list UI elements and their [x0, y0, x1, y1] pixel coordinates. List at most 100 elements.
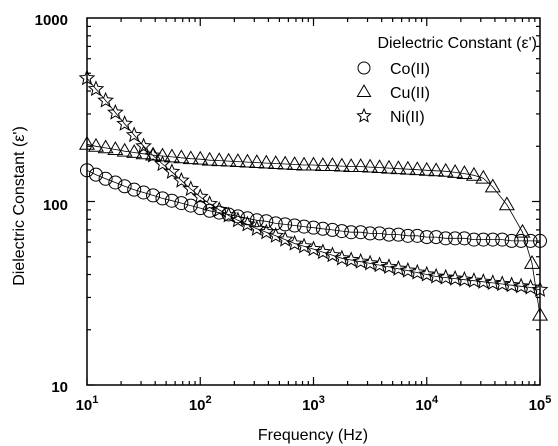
point-ni: [116, 115, 133, 131]
point-ni: [210, 201, 228, 217]
point-co: [523, 233, 538, 248]
point-cu: [475, 169, 492, 184]
point-ni: [437, 268, 455, 285]
point-co: [146, 188, 161, 203]
point-cu: [239, 153, 256, 168]
point-co: [448, 231, 463, 246]
point-co: [315, 221, 330, 236]
y-axis-title: Dielectric Constant (ε'): [11, 126, 28, 286]
point-ni: [97, 91, 114, 108]
series-co: [80, 163, 547, 248]
point-co: [410, 228, 425, 243]
point-co: [344, 225, 359, 240]
point-cu: [126, 144, 143, 158]
point-cu: [362, 158, 379, 173]
plot-area: [78, 17, 549, 386]
point-co: [485, 232, 500, 247]
x-axis-title: Frequency (Hz): [258, 427, 368, 444]
point-co: [117, 179, 132, 194]
point-cu: [465, 166, 482, 181]
point-ni: [342, 251, 360, 268]
x-tick-labels: 101 102 103 104 105: [76, 394, 552, 414]
point-ni: [182, 180, 200, 197]
point-ni: [201, 195, 218, 212]
legend-marker-co: [357, 61, 371, 75]
series-ni: [78, 69, 549, 297]
point-cu: [523, 254, 541, 269]
point-co: [400, 228, 415, 243]
fit-line-ni: [86, 77, 541, 291]
point-ni: [390, 259, 407, 276]
point-ni: [380, 258, 398, 275]
legend-label-ni: Ni(II): [390, 109, 425, 126]
point-ni: [173, 171, 190, 188]
point-ni: [248, 220, 266, 236]
point-co: [325, 222, 340, 237]
x-tick-label: 105: [529, 394, 552, 414]
point-ni: [191, 188, 209, 204]
point-ni: [427, 267, 445, 284]
point-co: [155, 191, 170, 206]
point-cu: [428, 162, 445, 177]
legend: Dielectric Constant (ε') Co(II) Cu(II) N…: [356, 35, 537, 126]
point-co: [495, 232, 510, 247]
point-co: [268, 216, 283, 231]
point-cu: [229, 153, 246, 168]
point-cu: [343, 158, 360, 173]
point-cu: [135, 145, 152, 160]
point-ni: [418, 265, 436, 282]
point-cu: [258, 154, 275, 169]
point-ni: [408, 263, 426, 280]
point-cu: [248, 154, 265, 169]
point-co: [164, 193, 179, 208]
point-co: [419, 230, 434, 245]
point-ni: [239, 215, 256, 232]
point-co: [457, 231, 472, 246]
y-tick-labels: 10 100 1000: [35, 12, 68, 396]
point-ni: [474, 273, 492, 289]
point-cu: [220, 152, 237, 167]
point-cu: [531, 306, 549, 321]
point-cu: [211, 152, 228, 167]
series-cu: [78, 135, 549, 321]
point-cu: [97, 139, 114, 154]
point-ni: [503, 276, 521, 293]
point-ni: [531, 281, 549, 297]
point-ni: [87, 80, 105, 97]
point-ni: [361, 254, 379, 271]
point-cu: [371, 159, 388, 174]
legend-marker-ni: [356, 107, 372, 123]
point-cu: [437, 162, 454, 177]
axis-ticks: [86, 18, 541, 386]
point-ni: [493, 275, 511, 292]
point-co: [334, 224, 349, 239]
point-cu: [380, 159, 398, 174]
point-cu: [267, 155, 284, 169]
point-ni: [107, 103, 124, 120]
point-cu: [409, 161, 426, 176]
point-co: [183, 198, 198, 213]
point-co: [259, 214, 274, 229]
point-cu: [145, 146, 162, 161]
point-cu: [324, 157, 341, 171]
point-ni: [229, 211, 247, 228]
point-ni: [324, 246, 341, 263]
point-ni: [163, 163, 181, 179]
point-cu: [286, 156, 303, 170]
point-ni: [446, 269, 464, 286]
point-ni: [257, 223, 275, 240]
point-ni: [305, 240, 322, 257]
point-ni: [512, 277, 530, 294]
point-cu: [201, 151, 218, 166]
point-ni: [78, 69, 96, 86]
point-co: [372, 226, 387, 241]
fit-line-co: [86, 169, 540, 242]
point-ni: [135, 137, 152, 154]
point-cu: [296, 156, 313, 171]
point-ni: [267, 227, 285, 243]
point-cu: [163, 148, 180, 163]
x-tick-label: 101: [76, 394, 99, 414]
point-co: [533, 233, 547, 248]
point-ni: [465, 271, 483, 288]
